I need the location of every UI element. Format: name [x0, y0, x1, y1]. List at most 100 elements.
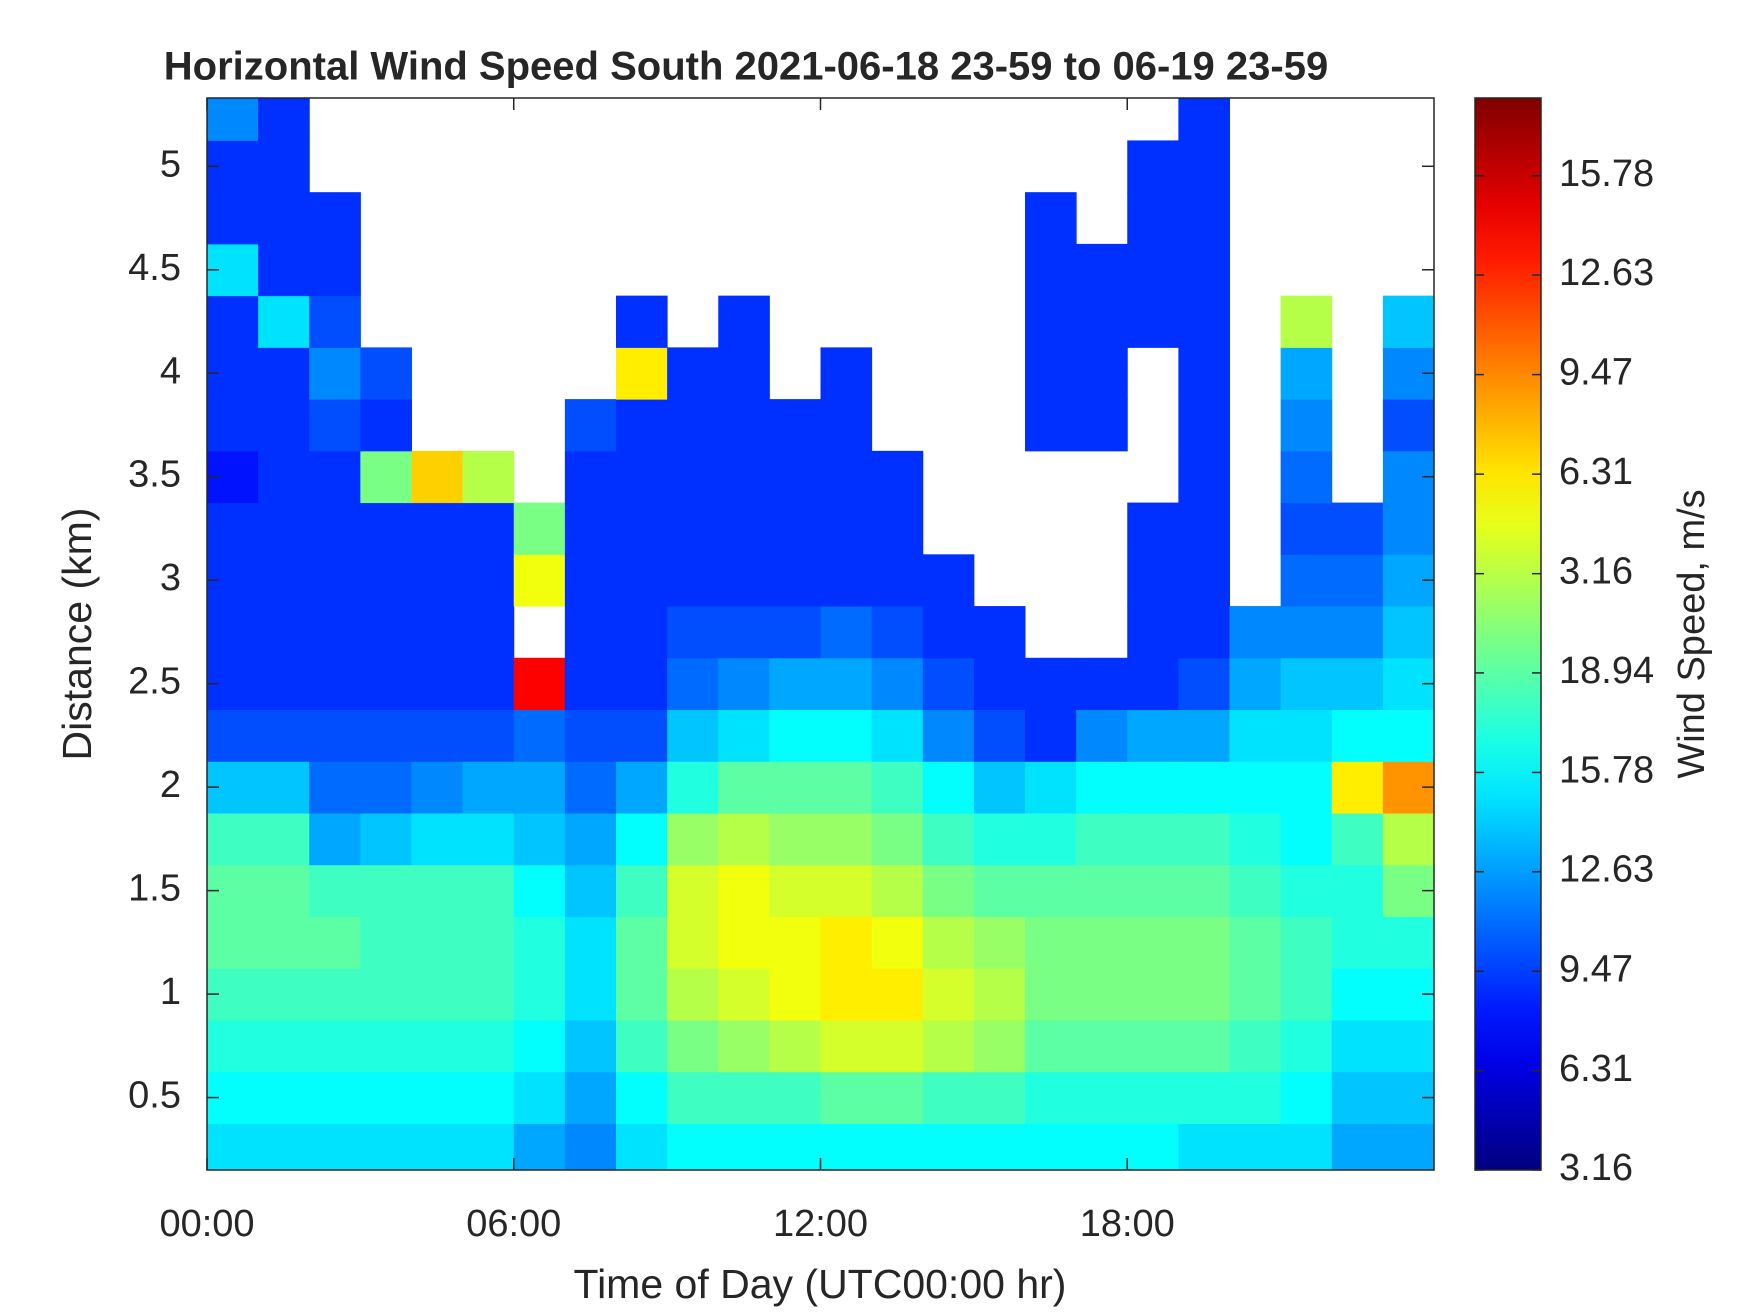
heatmap-cell: [1178, 192, 1230, 245]
heatmap-cell: [1382, 813, 1434, 866]
heatmap-cell: [616, 554, 668, 607]
heatmap-cell: [1280, 1123, 1333, 1170]
heatmap-cell: [1127, 1019, 1179, 1073]
heatmap-cell: [207, 98, 259, 141]
heatmap-cell: [871, 1019, 924, 1073]
heatmap-cell: [1025, 1123, 1077, 1170]
heatmap-cell: [207, 1019, 259, 1073]
heatmap-cell: [462, 916, 515, 969]
chart-title: Horizontal Wind Speed South 2021-06-18 2…: [164, 45, 1328, 89]
heatmap-cell: [309, 916, 361, 969]
heatmap-cell: [258, 761, 310, 814]
heatmap-cell: [309, 295, 361, 348]
heatmap-cell: [360, 554, 412, 607]
heatmap-cell: [411, 761, 464, 814]
heatmap-cell: [820, 502, 873, 555]
heatmap-cell: [616, 399, 668, 452]
heatmap-cell: [564, 606, 617, 659]
heatmap-cell: [1178, 1071, 1230, 1124]
heatmap-cell: [1127, 140, 1179, 193]
heatmap-cell: [1178, 709, 1230, 762]
heatmap-cell: [718, 916, 770, 969]
heatmap-cell: [360, 968, 412, 1021]
heatmap-cell: [309, 864, 361, 917]
heatmap-cell: [718, 1019, 770, 1073]
heatmap-cell: [1076, 399, 1128, 452]
heatmap-cell: [1025, 916, 1077, 969]
heatmap-cell: [462, 657, 515, 711]
heatmap-cell: [1127, 968, 1179, 1021]
heatmap-cell: [973, 1123, 1026, 1170]
heatmap-cell: [207, 813, 259, 866]
heatmap-cell: [1280, 709, 1333, 762]
heatmap-cell: [564, 450, 617, 504]
heatmap-cell: [564, 1019, 617, 1073]
heatmap-cell: [667, 761, 719, 814]
heatmap-cell: [871, 450, 924, 504]
heatmap-cell: [207, 916, 259, 969]
heatmap-cell: [309, 243, 361, 297]
heatmap-cell: [871, 1123, 924, 1170]
heatmap-cell: [1229, 761, 1282, 814]
x-tick-label: 06:00: [466, 1203, 561, 1245]
heatmap-cell: [922, 657, 975, 711]
heatmap-cell: [1382, 295, 1434, 348]
heatmap-cell: [1331, 916, 1384, 969]
heatmap-cell: [360, 450, 412, 504]
heatmap-cell: [871, 657, 924, 711]
colorbar-tick-label: 6.31: [1559, 1048, 1633, 1090]
heatmap-cell: [1076, 347, 1128, 400]
heatmap-cell: [411, 916, 464, 969]
colorbar-tick-label: 3.16: [1559, 1147, 1633, 1189]
y-tick-label: 1.5: [128, 868, 181, 910]
heatmap-cell: [258, 295, 310, 348]
heatmap-cell: [616, 709, 668, 762]
heatmap-cell: [207, 606, 259, 659]
heatmap-cell: [922, 1123, 975, 1170]
colorbar-tick-label: 3.16: [1559, 551, 1633, 593]
heatmap-cell: [769, 606, 821, 659]
heatmap-cell: [718, 968, 770, 1021]
heatmap-cell: [462, 606, 515, 659]
heatmap-cell: [871, 502, 924, 555]
heatmap-cell: [718, 1123, 770, 1170]
heatmap-cell: [820, 916, 873, 969]
colorbar-tick-label: 9.47: [1559, 948, 1633, 990]
heatmap-cell: [1178, 1123, 1230, 1170]
heatmap-cell: [1280, 502, 1333, 555]
heatmap-cell: [1382, 606, 1434, 659]
heatmap-cell: [1280, 657, 1333, 711]
heatmap-cell: [922, 916, 975, 969]
heatmap-cell: [718, 347, 770, 400]
heatmap-cell: [564, 968, 617, 1021]
heatmap-cell: [1178, 1019, 1230, 1073]
heatmap-cell: [513, 968, 566, 1021]
heatmap-cell: [1331, 502, 1384, 555]
y-tick-label: 0.5: [128, 1075, 181, 1117]
heatmap-cell: [360, 916, 412, 969]
heatmap-cell: [718, 554, 770, 607]
heatmap-cell: [309, 968, 361, 1021]
heatmap-cell: [258, 864, 310, 917]
heatmap-cell: [360, 864, 412, 917]
heatmap-cell: [1280, 968, 1333, 1021]
y-tick-label: 5: [160, 143, 181, 185]
heatmap-cell: [360, 761, 412, 814]
heatmap-cell: [1280, 864, 1333, 917]
heatmap-cell: [462, 761, 515, 814]
heatmap-cell: [309, 1019, 361, 1073]
heatmap-cell: [1076, 709, 1128, 762]
heatmap-cell: [462, 1071, 515, 1124]
heatmap-cell: [1025, 243, 1077, 297]
heatmap-cell: [258, 502, 310, 555]
heatmap-cell: [1280, 761, 1333, 814]
heatmap-cell: [973, 761, 1026, 814]
y-tick-label: 2.5: [128, 661, 181, 703]
heatmap-cell: [1076, 916, 1128, 969]
heatmap-cell: [207, 192, 259, 245]
heatmap-cell: [667, 347, 719, 400]
heatmap-cell: [616, 968, 668, 1021]
heatmap-cell: [973, 606, 1026, 659]
y-tick-label: 3: [160, 557, 181, 599]
heatmap-cell: [1280, 813, 1333, 866]
